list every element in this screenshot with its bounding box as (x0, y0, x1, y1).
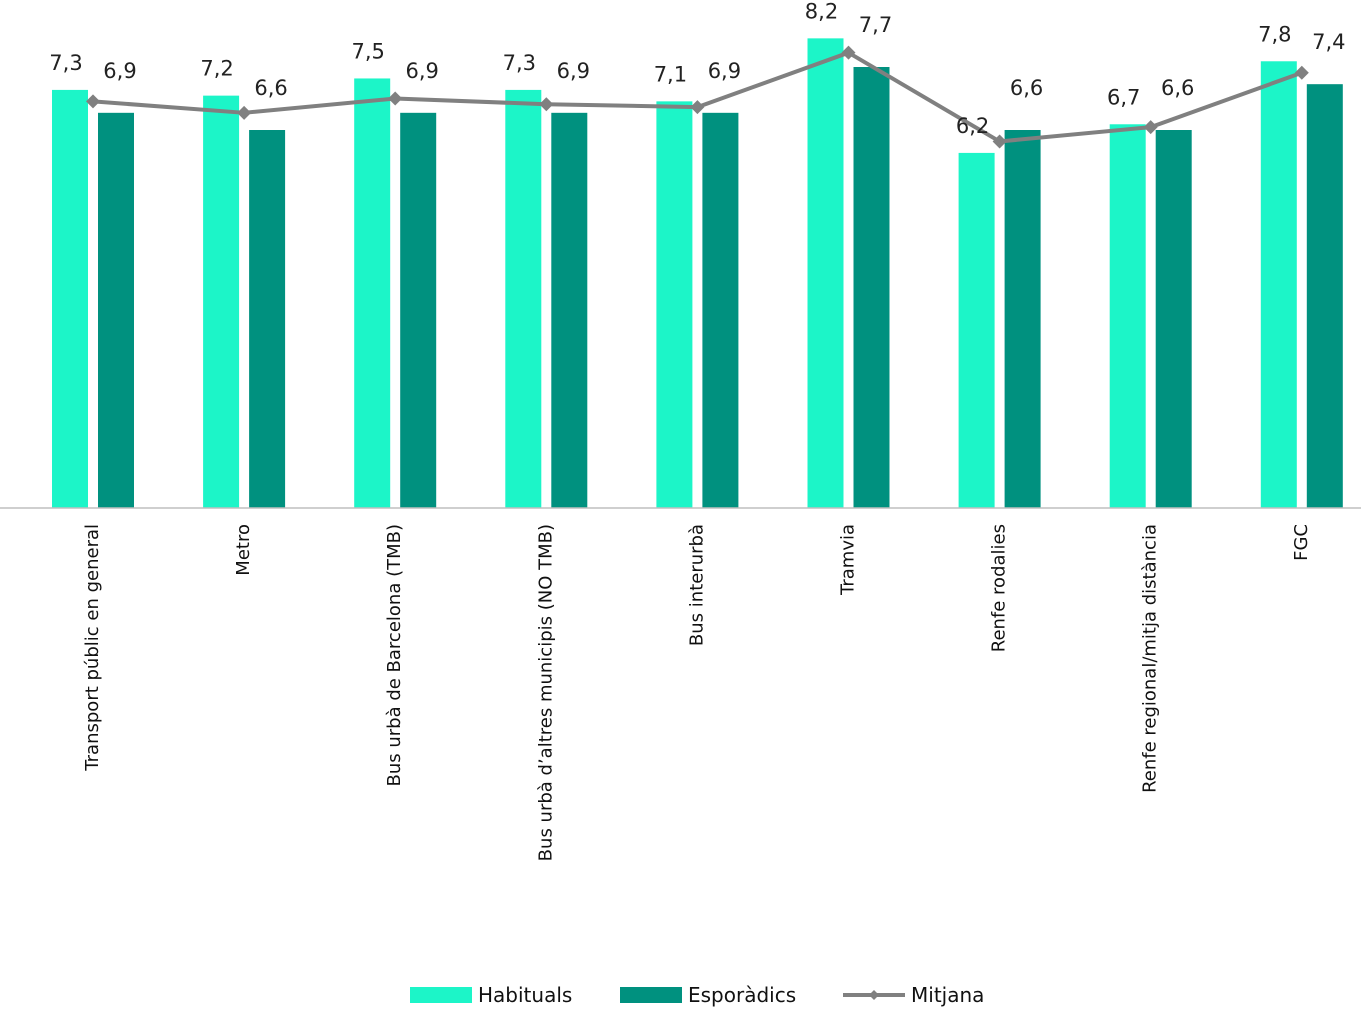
data-label-esporadics: 6,9 (708, 59, 741, 83)
mitjana-marker (1143, 120, 1158, 135)
legend-swatch-esporadics (620, 987, 682, 1003)
data-label-esporadics: 6,6 (254, 76, 287, 100)
mitjana-marker (237, 105, 252, 120)
data-label-habituals: 7,2 (200, 57, 233, 81)
data-label-habituals: 7,8 (1258, 22, 1291, 46)
data-label-habituals: 7,5 (351, 39, 384, 63)
bar-habituals (1109, 124, 1146, 508)
data-label-esporadics: 6,9 (557, 59, 590, 83)
bar-habituals (203, 95, 240, 509)
category-label: Metro (233, 524, 254, 576)
category-label: FGC (1291, 524, 1312, 561)
category-label: Renfe regional/mitja distància (1140, 524, 1161, 793)
category-label: Bus urbà de Barcelona (TMB) (384, 524, 405, 787)
data-label-habituals: 8,2 (805, 0, 838, 23)
bar-esporadics (400, 112, 437, 509)
data-label-esporadics: 6,6 (1161, 76, 1194, 100)
category-label: Bus interurbà (686, 524, 707, 646)
legend-label-esporadics: Esporàdics (688, 983, 796, 1007)
bar-habituals (52, 89, 88, 508)
average-line-layer (86, 45, 1309, 149)
bar-esporadics (249, 130, 286, 508)
bar-esporadics (1306, 84, 1343, 508)
data-label-esporadics: 7,4 (1312, 30, 1345, 54)
data-label-habituals: 7,1 (654, 62, 687, 86)
mitjana-marker (1294, 65, 1309, 80)
data-label-habituals: 6,2 (956, 114, 989, 138)
data-label-esporadics: 6,9 (103, 59, 136, 83)
bar-habituals (958, 152, 995, 508)
bar-esporadics (853, 67, 890, 508)
legend-marker-mitjana (869, 990, 879, 1000)
mitjana-marker (841, 45, 856, 60)
legend: Habituals Esporàdics Mitjana (410, 983, 984, 1007)
data-label-habituals: 7,3 (503, 51, 536, 75)
mitjana-marker (86, 94, 100, 109)
mitjana-marker (690, 100, 705, 115)
data-label-habituals: 7,3 (49, 51, 82, 75)
data-label-habituals: 6,7 (1107, 85, 1140, 109)
mitjana-marker (539, 97, 554, 112)
bar-habituals (354, 78, 391, 509)
bar-habituals (656, 101, 693, 508)
category-labels-layer: Transport públic en general Metro Bus urbà… (82, 524, 1312, 861)
data-label-esporadics: 6,9 (405, 59, 438, 83)
bar-esporadics (551, 112, 588, 509)
category-label: Tramvia (838, 524, 859, 596)
bar-esporadics (98, 112, 134, 509)
legend-label-mitjana: Mitjana (911, 983, 984, 1007)
mitjana-marker (992, 134, 1007, 149)
bar-esporadics (702, 112, 739, 509)
data-label-esporadics: 6,6 (1010, 76, 1043, 100)
data-labels-layer: 7,3 6,9 7,2 6,6 7,5 6,9 7,3 6,9 7,1 6,9 8,2 7,7 6,2 6… (49, 0, 1345, 138)
bar-habituals (505, 89, 542, 508)
category-label: Transport públic en general (82, 524, 103, 772)
bar-habituals (1260, 61, 1297, 508)
legend-swatch-habituals (410, 987, 472, 1003)
bars-layer (52, 38, 1343, 509)
mitjana-marker (388, 91, 403, 106)
category-label: Renfe rodalies (989, 524, 1010, 652)
legend-label-habituals: Habituals (478, 983, 572, 1007)
bar-esporadics (1155, 130, 1192, 508)
bar-esporadics (1004, 130, 1041, 508)
category-label: Bus urbà d’altres municipis (NO TMB) (535, 524, 556, 861)
bar-habituals (807, 38, 844, 508)
data-label-esporadics: 7,7 (859, 13, 892, 37)
